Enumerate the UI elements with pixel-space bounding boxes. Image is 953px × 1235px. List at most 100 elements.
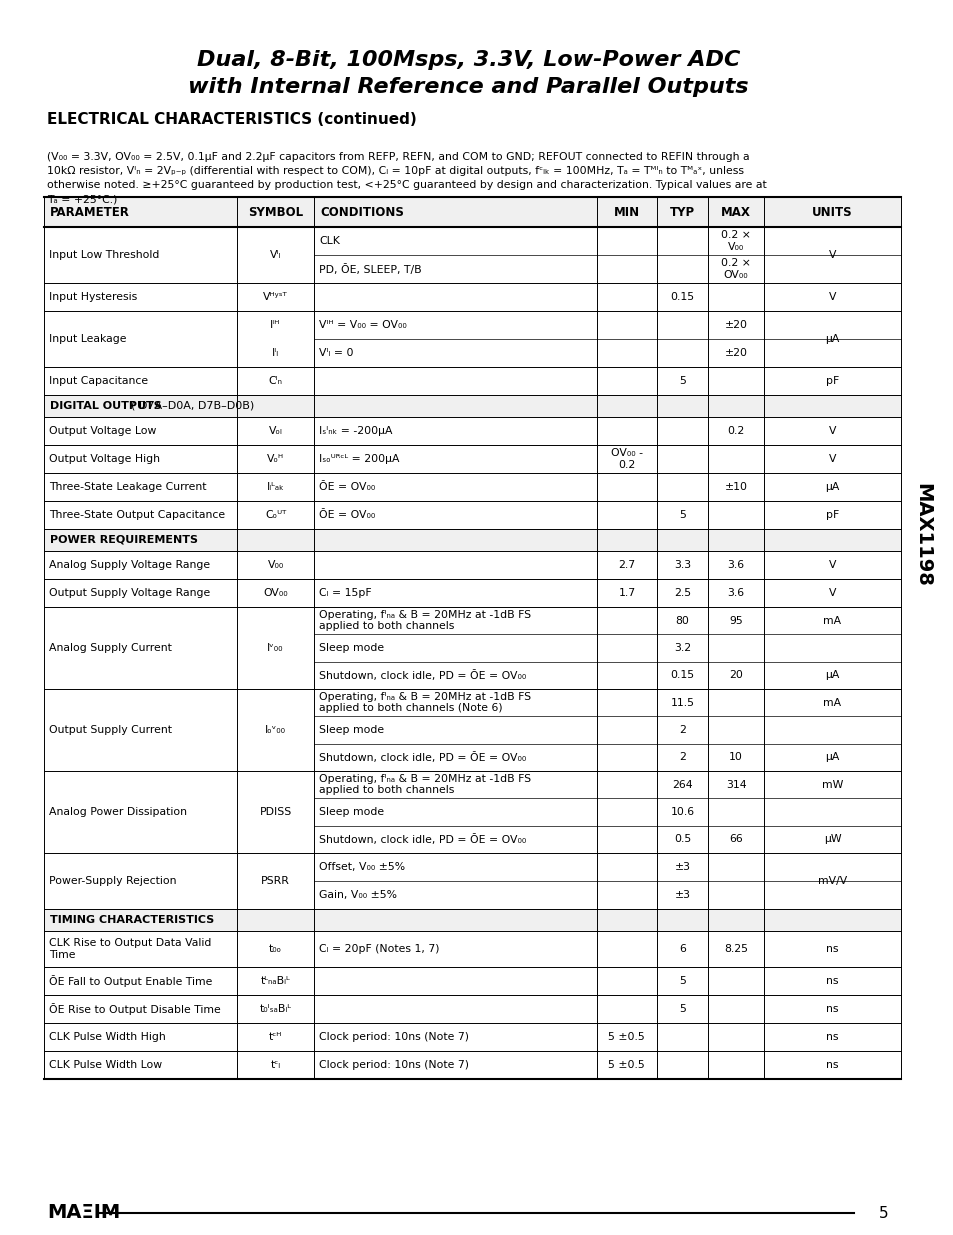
Text: Iᴵᴴ: Iᴵᴴ [270,320,280,330]
Text: Three-State Output Capacitance: Three-State Output Capacitance [49,510,225,520]
Text: ±20: ±20 [724,320,747,330]
Text: Shutdown, clock idle, PD = ŎE = OV₀₀: Shutdown, clock idle, PD = ŎE = OV₀₀ [318,752,526,763]
Text: CLK Pulse Width Low: CLK Pulse Width Low [49,1060,162,1070]
Text: Input Leakage: Input Leakage [49,333,127,345]
Bar [44,198,901,227]
Text: 5: 5 [679,976,685,986]
Text: tᴸₙₐBₗᴸ: tᴸₙₐBₗᴸ [260,976,290,986]
Text: ŎE = OV₀₀: ŎE = OV₀₀ [318,510,375,520]
Text: Three-State Leakage Current: Three-State Leakage Current [49,482,207,492]
Text: MIN: MIN [613,205,639,219]
Text: V: V [828,426,836,436]
Text: tᶜᴴ: tᶜᴴ [269,1032,282,1042]
Text: Sleep mode: Sleep mode [318,806,384,818]
Text: 314: 314 [725,779,745,789]
Text: ns: ns [825,1032,838,1042]
Text: Shutdown, clock idle, PD = ŎE = OV₀₀: Shutdown, clock idle, PD = ŎE = OV₀₀ [318,669,526,680]
Text: ns: ns [825,976,838,986]
Text: 3.2: 3.2 [673,643,690,653]
Text: 0.15: 0.15 [670,291,694,303]
Text: 5 ±0.5: 5 ±0.5 [608,1032,644,1042]
Text: Vᴵₗ: Vᴵₗ [270,249,281,261]
Text: 95: 95 [728,616,742,626]
Text: Vₒₗ: Vₒₗ [269,426,282,436]
Text: V: V [828,249,836,261]
Text: Sleep mode: Sleep mode [318,725,384,735]
Text: MAX: MAX [720,205,750,219]
Text: μW: μW [822,835,841,845]
Text: Analog Supply Current: Analog Supply Current [49,643,172,653]
Text: Iᴵₗ: Iᴵₗ [272,348,279,358]
Text: POWER REQUIREMENTS: POWER REQUIREMENTS [50,535,198,545]
Text: V: V [828,559,836,571]
Text: ns: ns [825,1060,838,1070]
Text: 2.5: 2.5 [673,588,690,598]
Text: 10.6: 10.6 [670,806,694,818]
Text: Vᴴʸˢᵀ: Vᴴʸˢᵀ [263,291,288,303]
Bar [44,395,901,417]
Text: ±3: ±3 [674,890,690,900]
Text: Operating, fᴵₙₐ & B = 20MHz at -1dB FS
applied to both channels: Operating, fᴵₙₐ & B = 20MHz at -1dB FS a… [318,774,531,795]
Bar [44,529,901,551]
Text: SYMBOL: SYMBOL [248,205,303,219]
Text: Iₛᴵₙₖ = -200μA: Iₛᴵₙₖ = -200μA [318,426,392,436]
Text: Analog Power Dissipation: Analog Power Dissipation [49,806,187,818]
Text: mA: mA [822,698,841,708]
Text: Output Supply Voltage Range: Output Supply Voltage Range [49,588,210,598]
Text: with Internal Reference and Parallel Outputs: with Internal Reference and Parallel Out… [188,77,748,98]
Text: 5: 5 [679,510,685,520]
Text: ns: ns [825,944,838,953]
Text: PSRR: PSRR [261,876,290,885]
Text: Cₗ = 15pF: Cₗ = 15pF [318,588,372,598]
Text: ŎE Fall to Output Enable Time: ŎE Fall to Output Enable Time [49,974,213,987]
Text: 2: 2 [679,752,685,762]
Text: Output Voltage Low: Output Voltage Low [49,426,156,436]
Text: 264: 264 [672,779,692,789]
Text: PD, ŎE, SLEEP, T/B: PD, ŎE, SLEEP, T/B [318,263,421,274]
Text: CLK: CLK [318,236,339,246]
Bar [44,909,901,931]
Text: 66: 66 [728,835,742,845]
Text: 11.5: 11.5 [670,698,694,708]
Text: Input Low Threshold: Input Low Threshold [49,249,159,261]
Text: V: V [828,588,836,598]
Text: μA: μA [824,752,839,762]
Text: Input Capacitance: Input Capacitance [49,375,148,387]
Text: Vᴵᴴ = V₀₀ = OV₀₀: Vᴵᴴ = V₀₀ = OV₀₀ [318,320,406,330]
Text: Analog Supply Voltage Range: Analog Supply Voltage Range [49,559,210,571]
Text: mV/V: mV/V [817,876,846,885]
Text: Power-Supply Rejection: Power-Supply Rejection [49,876,176,885]
Text: ( D7A–D0A, D7B–D0B): ( D7A–D0A, D7B–D0B) [131,401,254,411]
Text: V: V [828,291,836,303]
Text: 3.3: 3.3 [673,559,690,571]
Text: 5: 5 [679,1004,685,1014]
Text: t₀ᴵₛₐBₗᴸ: t₀ᴵₛₐBₗᴸ [259,1004,292,1014]
Text: Operating, fᴵₙₐ & B = 20MHz at -1dB FS
applied to both channels: Operating, fᴵₙₐ & B = 20MHz at -1dB FS a… [318,610,531,631]
Text: (V₀₀ = 3.3V, OV₀₀ = 2.5V, 0.1μF and 2.2μF capacitors from REFP, REFN, and COM to: (V₀₀ = 3.3V, OV₀₀ = 2.5V, 0.1μF and 2.2μ… [47,152,766,204]
Text: 2.7: 2.7 [618,559,635,571]
Text: 2: 2 [679,725,685,735]
Text: mA: mA [822,616,841,626]
Text: 0.2 ×
OV₀₀: 0.2 × OV₀₀ [720,258,750,280]
Text: Vᴵₗ = 0: Vᴵₗ = 0 [318,348,354,358]
Text: Iₒᵛ₀₀: Iₒᵛ₀₀ [265,725,286,735]
Text: Iₛₒᵁᴿᶜᴸ = 200μA: Iₛₒᵁᴿᶜᴸ = 200μA [318,454,399,464]
Text: ±3: ±3 [674,862,690,872]
Text: PARAMETER: PARAMETER [50,205,130,219]
Text: mW: mW [821,779,842,789]
Text: t₀ₒ: t₀ₒ [269,944,282,953]
Text: 3.6: 3.6 [727,559,744,571]
Text: μA: μA [824,333,839,345]
Text: OV₀₀ -
0.2: OV₀₀ - 0.2 [610,448,642,469]
Text: 0.15: 0.15 [670,671,694,680]
Text: Iₗᴸₐₖ: Iₗᴸₐₖ [267,482,284,492]
Text: Dual, 8-Bit, 100Msps, 3.3V, Low-Power ADC: Dual, 8-Bit, 100Msps, 3.3V, Low-Power AD… [196,49,740,70]
Text: 20: 20 [728,671,742,680]
Text: DIGITAL OUTPUTS: DIGITAL OUTPUTS [50,401,162,411]
Text: ŎE = OV₀₀: ŎE = OV₀₀ [318,482,375,492]
Text: Clock period: 10ns (Note 7): Clock period: 10ns (Note 7) [318,1032,469,1042]
Text: CLK Rise to Output Data Valid
Time: CLK Rise to Output Data Valid Time [49,939,212,960]
Text: 1.7: 1.7 [618,588,635,598]
Text: 3.6: 3.6 [727,588,744,598]
Text: pF: pF [825,375,839,387]
